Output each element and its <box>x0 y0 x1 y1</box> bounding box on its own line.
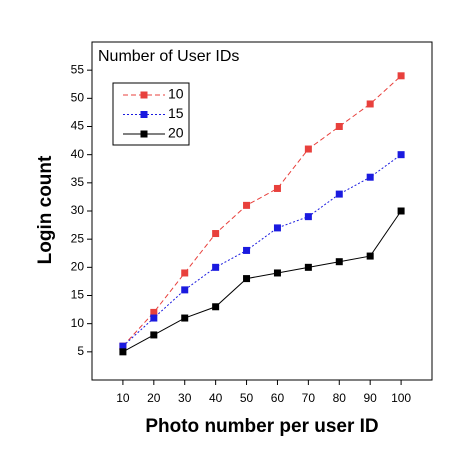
legend-marker <box>140 91 148 99</box>
point <box>366 100 374 108</box>
point <box>212 303 220 311</box>
point <box>181 286 189 294</box>
x-tick-label: 70 <box>302 391 316 405</box>
x-tick-label: 50 <box>240 391 254 405</box>
y-tick-label: 40 <box>71 147 85 161</box>
y-tick-label: 30 <box>71 203 85 217</box>
point <box>181 269 189 277</box>
x-tick-label: 20 <box>147 391 161 405</box>
x-axis-title: Photo number per user ID <box>145 416 378 437</box>
x-tick-label: 100 <box>391 391 411 405</box>
point <box>150 308 158 316</box>
y-axis-title: Login count <box>35 155 56 264</box>
legend-label: 20 <box>168 125 184 141</box>
x-tick-label: 80 <box>333 391 347 405</box>
point <box>243 246 251 254</box>
point <box>397 151 405 159</box>
y-tick-label: 45 <box>71 119 85 133</box>
y-tick-label: 20 <box>71 260 85 274</box>
point <box>119 342 127 350</box>
point <box>335 190 343 198</box>
point <box>212 230 220 238</box>
x-tick-label: 30 <box>178 391 192 405</box>
point <box>119 348 127 356</box>
y-tick-label: 5 <box>77 344 84 358</box>
point <box>304 213 312 221</box>
legend-label: 10 <box>168 86 184 102</box>
point <box>243 275 251 283</box>
point <box>304 145 312 153</box>
series-line <box>122 154 402 347</box>
point <box>335 258 343 266</box>
point <box>397 72 405 80</box>
x-tick-label: 60 <box>271 391 285 405</box>
y-tick-label: 35 <box>71 175 85 189</box>
series-line <box>122 210 402 353</box>
point <box>243 201 251 209</box>
legend-marker <box>140 111 148 118</box>
point <box>273 224 281 232</box>
point <box>212 263 220 271</box>
y-tick-label: 10 <box>71 316 85 330</box>
x-tick-label: 10 <box>116 391 130 405</box>
point <box>181 314 189 322</box>
point <box>366 173 374 181</box>
y-tick-label: 50 <box>71 91 85 105</box>
point <box>150 331 158 339</box>
x-tick-label: 90 <box>364 391 378 405</box>
point <box>150 314 158 322</box>
point <box>273 184 281 192</box>
y-tick-label: 55 <box>71 62 85 76</box>
legend-label: 15 <box>168 105 184 121</box>
point <box>366 252 374 260</box>
y-tick-label: 25 <box>71 231 85 245</box>
point <box>397 207 405 215</box>
point <box>304 263 312 271</box>
point <box>335 123 343 130</box>
y-tick-label: 15 <box>71 288 85 302</box>
series-line <box>122 75 402 347</box>
point <box>273 269 281 277</box>
x-tick-label: 40 <box>209 391 223 405</box>
legend-title: Number of User IDs <box>98 48 239 65</box>
legend-box <box>112 82 190 146</box>
legend-marker <box>140 130 148 138</box>
